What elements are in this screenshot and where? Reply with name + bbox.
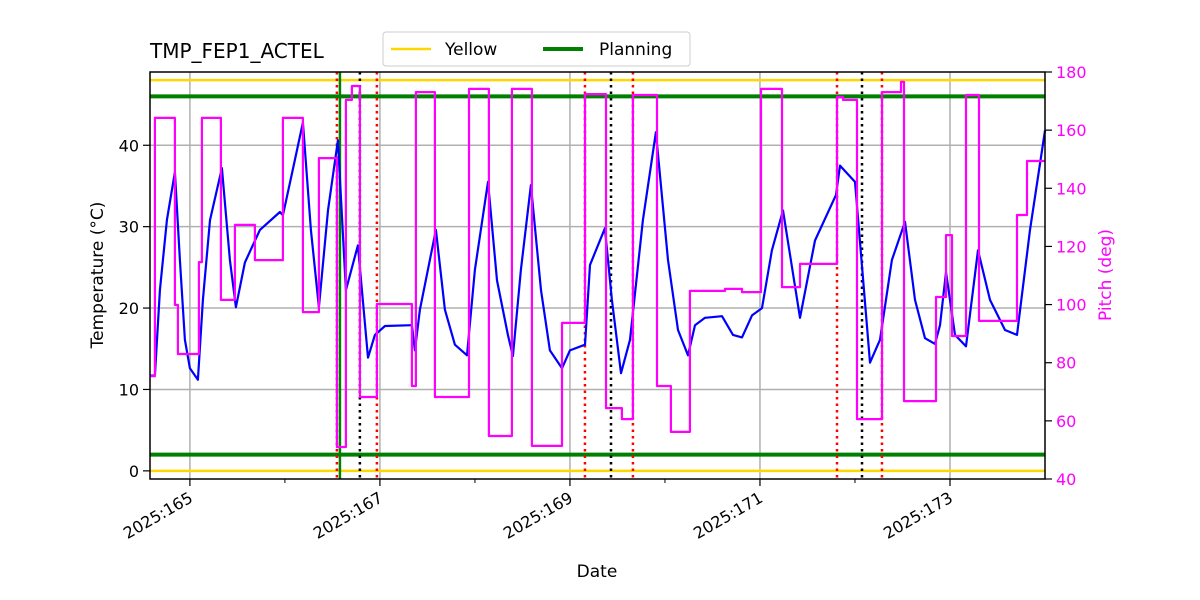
y2-tick-label: 160: [1056, 121, 1087, 140]
y2-axis-label: Pitch (deg): [1096, 229, 1116, 321]
series: [149, 80, 1047, 449]
y2-tick-label: 80: [1056, 354, 1076, 373]
y-axis-label: Temperature (°C): [88, 202, 108, 350]
y-tick-label: 30: [119, 218, 139, 237]
plot-frame: [149, 71, 1046, 480]
y-tick-label: 40: [119, 136, 139, 155]
y2-tick-label: 180: [1056, 63, 1087, 82]
legend-label-yellow: Yellow: [444, 40, 497, 60]
y2-tick-label: 120: [1056, 237, 1087, 256]
y2-tick-label: 60: [1056, 412, 1076, 431]
y2-tick-label: 140: [1056, 179, 1087, 198]
legend: Yellow Planning: [382, 31, 691, 67]
y-tick-label: 0: [129, 462, 139, 481]
chart-title: TMP_FEP1_ACTEL: [149, 39, 325, 63]
series-line-pitch: [149, 80, 1045, 449]
y-tick-label: 10: [119, 380, 139, 399]
x-axis-label: Date: [577, 562, 618, 582]
legend-label-planning: Planning: [599, 40, 672, 60]
y-tick-label: 20: [119, 299, 139, 318]
legend-box: [382, 31, 691, 67]
limit-lines: [150, 78, 1045, 473]
y2-tick-label: 100: [1056, 296, 1087, 315]
y2-tick-label: 40: [1056, 470, 1076, 489]
